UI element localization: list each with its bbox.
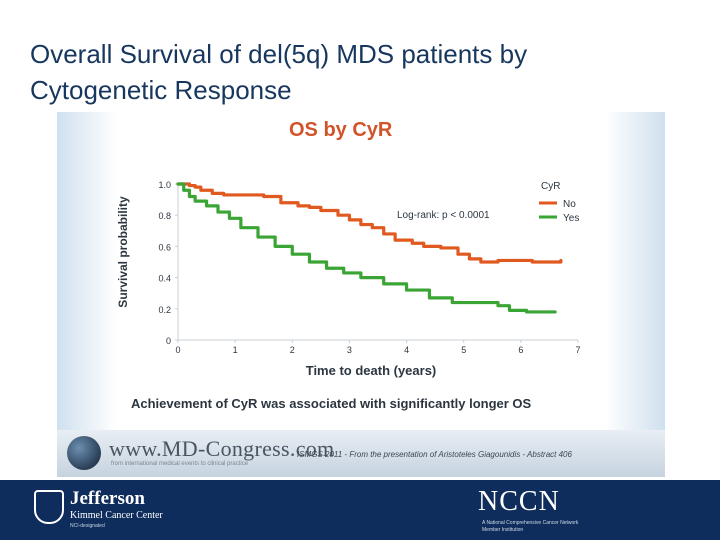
x-tick-label: 2: [290, 345, 295, 355]
org-subtitle: Kimmel Cancer Center: [70, 510, 163, 521]
y-tick-label: 0.6: [158, 242, 171, 252]
y-tick-label: 0: [166, 336, 171, 346]
x-tick-label: 6: [518, 345, 523, 355]
slide-title-line-1: Overall Survival of del(5q) MDS patients…: [30, 39, 528, 69]
chart-title: OS by CyR: [289, 119, 393, 141]
slide-title: Overall Survival of del(5q) MDS patients…: [30, 36, 700, 108]
series-line-yes: [176, 182, 557, 314]
survival-figure: OS by CyR 0 0.2 0.4 0.6 0.8 1.0 0 1 2 3 4 5 6 7 Surv…: [57, 112, 665, 477]
legend-label-no: No: [563, 199, 576, 210]
site-url: www.MD-Congress.com: [109, 436, 335, 461]
legend: No Yes: [539, 199, 579, 224]
slide-title-line-2: Cytogenetic Response: [30, 75, 292, 105]
partner-subtitle: A National Comprehensive Cancer Network …: [482, 520, 579, 533]
x-axis-ticks: 0 1 2 3 4 5 6 7: [175, 340, 581, 355]
survival-chart: OS by CyR 0 0.2 0.4 0.6 0.8 1.0 0 1 2 3 4 5 6 7 Surv…: [116, 119, 581, 411]
legend-title: CyR: [541, 181, 560, 192]
x-tick-label: 7: [575, 345, 580, 355]
y-axis-ticks: 0 0.2 0.4 0.6 0.8 1.0: [158, 180, 178, 346]
chart-caption: Achievement of CyR was associated with s…: [131, 396, 532, 411]
jefferson-shield-icon: [34, 490, 64, 524]
x-tick-label: 4: [404, 345, 409, 355]
x-tick-label: 3: [347, 345, 352, 355]
logrank-annotation: Log-rank: p < 0.0001: [397, 210, 490, 221]
footer-bar: Jefferson Kimmel Cancer Center NCI-desig…: [0, 480, 720, 540]
y-tick-label: 0.2: [158, 305, 171, 315]
org-designation: NCI-designated: [70, 523, 105, 529]
series-line-no: [176, 182, 563, 264]
figure-footer-strip: www.MD-Congress.com from international m…: [57, 430, 665, 477]
partner-logo: NCCN: [478, 486, 560, 517]
site-tagline: from international medical events to cli…: [111, 461, 249, 467]
x-axis-label: Time to death (years): [306, 363, 437, 378]
y-axis-label: Survival probability: [116, 196, 130, 308]
legend-label-yes: Yes: [563, 213, 579, 224]
source-citation: ISMGS 2011 - From the presentation of Ar…: [297, 450, 572, 459]
y-tick-label: 1.0: [158, 180, 171, 190]
y-tick-label: 0.4: [158, 274, 171, 284]
org-name: Jefferson: [70, 488, 145, 509]
y-tick-label: 0.8: [158, 211, 171, 221]
x-tick-label: 0: [175, 345, 180, 355]
x-tick-label: 5: [461, 345, 466, 355]
globe-icon: [67, 436, 101, 470]
x-tick-label: 1: [233, 345, 238, 355]
series-lines: [176, 182, 563, 314]
